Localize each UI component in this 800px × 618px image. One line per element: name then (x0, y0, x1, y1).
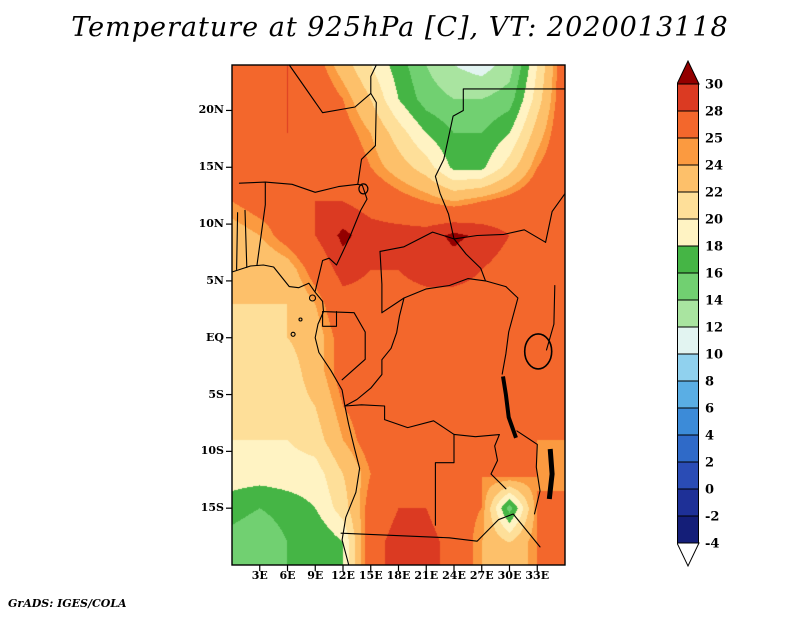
lake-victoria (523, 333, 553, 370)
colorbar-band (677, 191, 699, 220)
colorbar-band (677, 407, 699, 436)
lat-tick-label: 5N (206, 273, 224, 287)
country-border (344, 297, 405, 407)
principe-island (298, 317, 303, 322)
lake-chad (358, 183, 369, 195)
country-border (322, 311, 338, 327)
colorbar-band (677, 380, 699, 409)
country-border (288, 64, 377, 114)
lake-tanganyika (501, 376, 518, 439)
colorbar-band (677, 83, 699, 112)
colorbar-band (677, 272, 699, 301)
lat-tick-label: 10N (198, 217, 224, 231)
country-border (357, 92, 377, 185)
map-overlay (226, 64, 566, 571)
country-border (236, 181, 266, 271)
colorbar-label: 25 (705, 132, 723, 147)
colorbar-label: -2 (705, 510, 719, 525)
lon-tick-label: 24E (442, 569, 466, 582)
country-border (545, 193, 566, 243)
colorbar-label: 16 (705, 267, 723, 282)
country-border (434, 88, 566, 240)
lon-tick-label: 27E (469, 569, 494, 582)
colorbar-band (677, 218, 699, 247)
colorbar-label: 12 (705, 321, 723, 336)
colorbar-band (677, 245, 699, 274)
lon-tick-label: 30E (497, 569, 522, 582)
colorbar-band (677, 434, 699, 463)
colorbar-label: 8 (705, 375, 714, 390)
grads-credit: GrADS: IGES/COLA (8, 597, 127, 610)
colorbar-label: 24 (705, 159, 723, 174)
lon-tick-label: 15E (358, 569, 383, 582)
lon-tick-label: 21E (414, 569, 439, 582)
colorbar-label: 2 (705, 456, 714, 471)
country-border (501, 286, 519, 375)
country-border (340, 513, 541, 548)
country-border (379, 231, 455, 252)
lon-tick-label: 6E (279, 569, 296, 582)
country-border (516, 430, 541, 515)
plot-title: Temperature at 925hPa [C], VT: 202001311… (71, 12, 729, 43)
lat-tick-label: EQ (206, 330, 224, 344)
lon-tick-label: 18E (386, 569, 411, 582)
lat-tick-label: 15S (200, 501, 224, 515)
country-border (379, 250, 383, 314)
sao-tome-island (290, 331, 296, 337)
lake-malawi (546, 448, 555, 500)
colorbar-label: 6 (705, 402, 714, 417)
country-border (322, 311, 366, 381)
country-border (453, 229, 547, 243)
lon-tick-label: 12E (331, 569, 355, 582)
colorbar-label: 18 (705, 240, 723, 255)
lon-tick-label: 3E (251, 569, 268, 582)
coastline (231, 264, 361, 565)
colorbar-label: 14 (705, 294, 723, 309)
country-border (453, 238, 487, 282)
lon-tick-label: 33E (525, 569, 550, 582)
country-border (434, 433, 455, 526)
country-border (344, 404, 455, 435)
colorbar-band (677, 488, 699, 517)
colorbar-top-arrow (677, 60, 700, 85)
colorbar-bottom-arrow (677, 542, 700, 568)
temperature-field-canvas (232, 65, 565, 565)
colorbar-label: 4 (705, 429, 714, 444)
colorbar-band (677, 110, 699, 139)
colorbar-label: 30 (705, 78, 723, 93)
colorbar-label: 0 (705, 483, 714, 498)
lon-tick-label: 9E (307, 569, 324, 582)
colorbar-band (677, 353, 699, 382)
colorbar-band (677, 299, 699, 328)
colorbar-label: -4 (705, 537, 719, 552)
colorbar-band (677, 164, 699, 193)
country-border (314, 183, 368, 292)
colorbar-label: 20 (705, 213, 723, 228)
colorbar-band (677, 461, 699, 490)
country-border (238, 181, 359, 193)
lat-tick-label: 20N (198, 103, 224, 117)
country-border (381, 278, 507, 314)
colorbar-band (677, 515, 699, 544)
lat-tick-label: 15N (198, 160, 224, 174)
country-border (453, 433, 507, 490)
map-frame (231, 64, 566, 566)
lat-tick-label: 10S (200, 444, 224, 458)
colorbar-label: 22 (705, 186, 723, 201)
colorbar-band (677, 326, 699, 355)
colorbar-label: 28 (705, 105, 723, 120)
bioko-island (308, 294, 317, 302)
colorbar-label: 10 (705, 348, 723, 363)
colorbar-band (677, 137, 699, 166)
lat-tick-label: 5S (208, 387, 224, 401)
